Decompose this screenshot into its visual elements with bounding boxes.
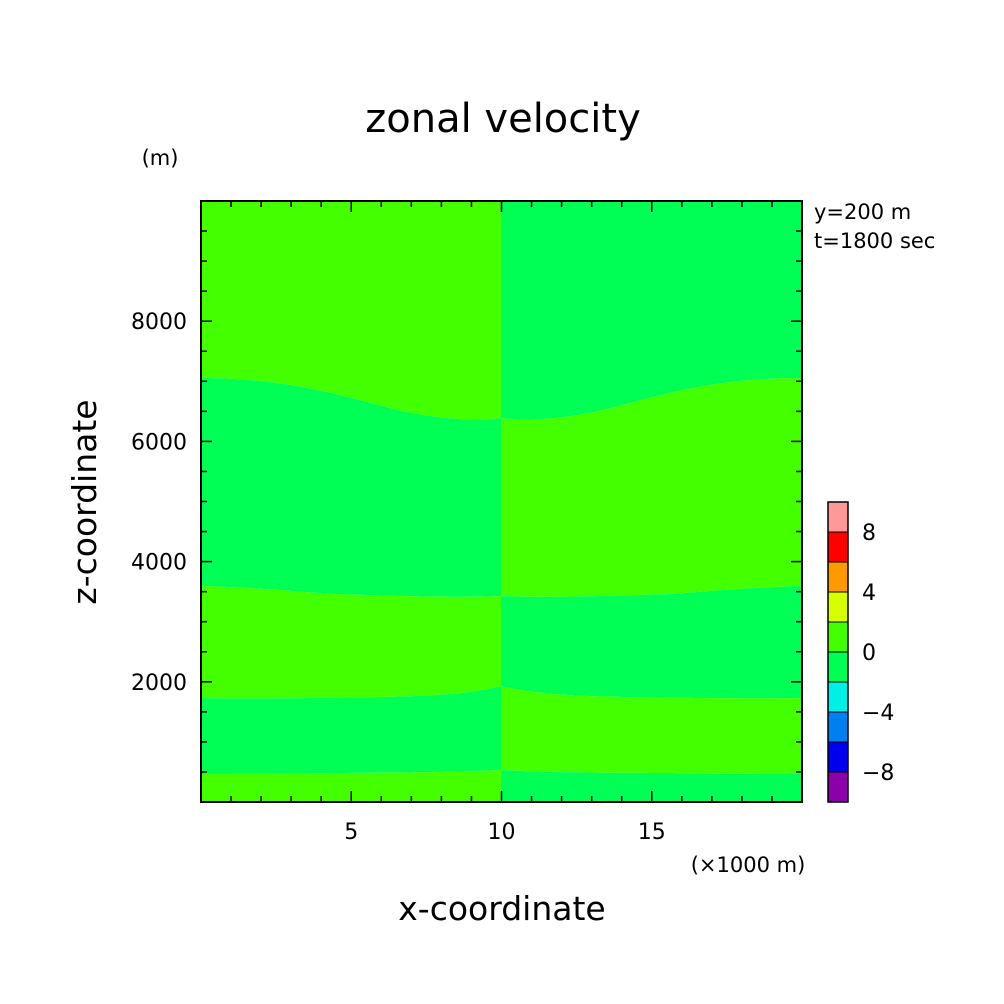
colorbar-labels: 8 4 0 −4 −8	[862, 521, 894, 786]
y-unit-label: (m)	[142, 146, 179, 170]
colorbar-swatch	[827, 651, 849, 683]
annotation-t: t=1800 sec	[814, 229, 935, 253]
y-tick-labels: 2000 4000 6000 8000	[131, 310, 187, 696]
annotation-y: y=200 m	[814, 200, 911, 224]
contour-field	[201, 201, 802, 802]
x-axis-title: x-coordinate	[398, 889, 605, 928]
x-tick-labels: 5 10 15	[344, 820, 666, 845]
colorbar-swatch	[827, 591, 849, 623]
left-region-bottom	[201, 770, 501, 802]
y-tick-label: 4000	[131, 551, 187, 576]
right-region-top	[501, 201, 802, 420]
colorbar-tick-label: 8	[862, 521, 876, 546]
left-region-top	[201, 201, 501, 420]
colorbar-swatch	[827, 681, 849, 713]
x-tick-label: 5	[344, 820, 358, 845]
y-tick-label: 2000	[131, 671, 187, 696]
y-axis-title: z-coordinate	[65, 399, 104, 604]
left-region-upper-mid	[201, 378, 501, 597]
y-tick-label: 6000	[131, 430, 187, 455]
left-region-lower	[201, 686, 501, 774]
x-tick-label: 15	[638, 820, 666, 845]
colorbar-swatch	[827, 501, 849, 533]
x-unit-label: (×1000 m)	[691, 853, 806, 877]
colorbar-swatch	[827, 771, 849, 803]
colorbar-swatch	[827, 711, 849, 743]
right-region-upper-mid	[501, 378, 802, 597]
colorbar-tick-label: 4	[862, 581, 876, 606]
colorbar	[827, 501, 849, 803]
x-tick-label: 10	[488, 820, 516, 845]
colorbar-tick-label: −8	[862, 761, 894, 786]
colorbar-swatch	[827, 741, 849, 773]
colorbar-swatch	[827, 561, 849, 593]
left-region-mid	[201, 586, 501, 699]
colorbar-frame	[827, 501, 849, 803]
colorbar-swatch	[827, 621, 849, 653]
colorbar-tick-label: −4	[862, 701, 894, 726]
colorbar-swatch	[827, 531, 849, 563]
right-region-mid	[501, 586, 802, 699]
chart-title: zonal velocity	[365, 96, 641, 142]
right-region-bottom	[501, 770, 802, 802]
plot-frame	[200, 200, 803, 803]
right-region-lower	[501, 686, 802, 774]
colorbar-tick-label: 0	[862, 641, 876, 666]
y-tick-label: 8000	[131, 310, 187, 335]
